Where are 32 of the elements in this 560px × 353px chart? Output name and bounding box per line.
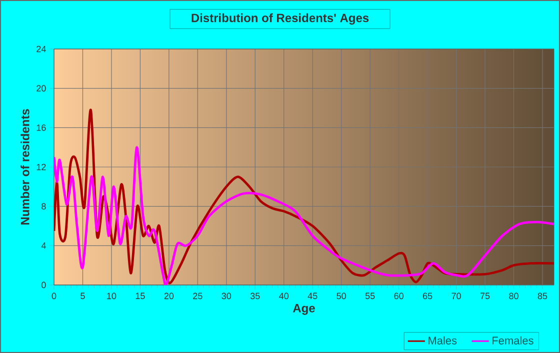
x-tick-label: 35 [250,292,260,300]
x-tick-label: 50 [336,292,346,300]
y-tick-label: 8 [42,203,46,210]
y-axis-title: Number of residents [20,109,30,225]
x-tick-label: 65 [423,292,432,300]
y-tick-label: 24 [36,46,46,52]
line-series [54,108,554,284]
y-tick-label: 0 [42,282,46,288]
x-tick-label: 30 [222,292,232,300]
x-tick-label: 60 [394,292,404,300]
x-tick-label: 75 [480,292,490,300]
x-tick-label: 20 [164,292,174,300]
y-tick-label: 20 [36,85,46,92]
line-series [54,146,554,285]
x-tick-label: 80 [509,292,518,300]
x-tick-label: 25 [193,292,202,300]
x-tick-label: 5 [80,292,85,300]
y-tick-label: 4 [41,242,46,249]
y-tick-label: 16 [36,124,46,131]
x-tick-label: 85 [538,292,548,300]
x-tick-label: 45 [308,292,318,300]
legend-label: Males [428,336,457,344]
x-tick-label: 40 [279,292,289,300]
x-tick-label: 70 [452,292,461,300]
legend-label: Females [492,336,534,344]
x-tick-label: 55 [365,292,375,300]
chart-title: Distribution of Residents' Ages [192,13,369,25]
x-tick-label: 10 [107,292,116,300]
x-tick-label: 15 [136,292,145,300]
x-axis-title: Age [292,304,315,315]
x-tick-label: 0 [52,292,56,300]
y-tick-label: 12 [36,164,46,170]
